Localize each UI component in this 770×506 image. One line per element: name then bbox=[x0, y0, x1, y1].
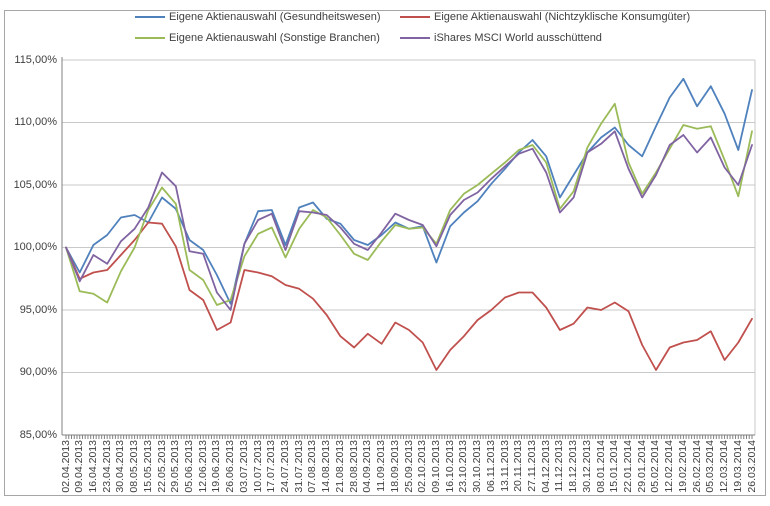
x-axis-label: 26.06.2013 bbox=[224, 440, 237, 493]
y-axis-label: 95,00% bbox=[19, 303, 57, 316]
x-axis-label: 23.04.2013 bbox=[100, 440, 113, 493]
x-axis-label: 04.12.2013 bbox=[539, 440, 552, 493]
series-line-nichtzyklische-konsumgueter bbox=[65, 221, 753, 371]
x-axis-label: 08.05.2013 bbox=[128, 440, 141, 493]
x-axis-label: 10.07.2013 bbox=[251, 440, 264, 493]
x-axis-label: 09.10.2013 bbox=[429, 440, 442, 493]
x-axis-label: 17.07.2013 bbox=[265, 440, 278, 493]
legend-label: iShares MSCI World ausschüttend bbox=[434, 32, 602, 44]
x-axis-label: 29.01.2014 bbox=[635, 440, 648, 493]
x-axis-label: 19.03.2014 bbox=[731, 440, 744, 493]
x-axis-label: 03.07.2013 bbox=[237, 440, 250, 493]
x-axis-label: 24.07.2013 bbox=[279, 440, 292, 493]
x-axis-label: 18.09.2013 bbox=[388, 440, 401, 493]
x-axis-label: 23.10.2013 bbox=[457, 440, 470, 493]
legend-item-gesundheitswesen: Eigene Aktienauswahl (Gesundheitswesen) bbox=[135, 10, 400, 24]
x-axis-label: 20.11.2013 bbox=[512, 440, 525, 492]
legend-item-ishares-msci-world: iShares MSCI World ausschüttend bbox=[400, 31, 755, 45]
legend-label: Eigene Aktienauswahl (Sonstige Branchen) bbox=[169, 32, 380, 44]
x-axis-label: 15.05.2013 bbox=[141, 440, 154, 493]
x-axis-label: 18.12.2013 bbox=[567, 440, 580, 493]
x-axis-label: 14.08.2013 bbox=[320, 440, 333, 493]
legend-item-nichtzyklische-konsumgueter: Eigene Aktienauswahl (Nichtzyklische Kon… bbox=[400, 10, 755, 24]
x-axis-label: 26.03.2014 bbox=[745, 440, 758, 493]
x-axis-label: 28.08.2013 bbox=[347, 440, 360, 493]
y-axis-label: 85,00% bbox=[19, 428, 57, 441]
x-axis-label: 26.02.2014 bbox=[690, 440, 703, 493]
x-axis-label: 07.08.2013 bbox=[306, 440, 319, 493]
x-axis-label: 31.07.2013 bbox=[292, 440, 305, 493]
y-axis-label: 105,00% bbox=[13, 178, 57, 191]
x-axis-label: 19.06.2013 bbox=[210, 440, 223, 493]
x-axis-label: 08.01.2014 bbox=[594, 440, 607, 493]
x-axis-label: 30.12.2013 bbox=[580, 440, 593, 493]
x-axis-label: 12.02.2014 bbox=[663, 440, 676, 493]
x-axis-label: 12.03.2014 bbox=[718, 440, 731, 493]
x-axis-label: 11.09.2013 bbox=[375, 440, 388, 492]
legend-line-swatch-green bbox=[135, 37, 165, 39]
legend-label: Eigene Aktienauswahl (Nichtzyklische Kon… bbox=[434, 11, 691, 23]
x-axis-label: 02.10.2013 bbox=[416, 440, 429, 493]
legend-line-swatch-purple bbox=[400, 37, 430, 39]
x-axis-label: 06.11.2013 bbox=[484, 440, 497, 492]
legend-label: Eigene Aktienauswahl (Gesundheitswesen) bbox=[169, 11, 381, 23]
x-axis-label: 02.04.2013 bbox=[59, 440, 72, 493]
series-line-ishares-msci-world bbox=[65, 130, 753, 311]
series-line-sonstige-branchen bbox=[65, 102, 753, 306]
legend-line-swatch-blue bbox=[135, 16, 165, 18]
x-axis-label: 09.04.2013 bbox=[73, 440, 86, 493]
x-axis-label: 12.06.2013 bbox=[196, 440, 209, 493]
x-axis-label: 30.04.2013 bbox=[114, 440, 127, 493]
x-axis-label: 04.09.2013 bbox=[361, 440, 374, 493]
x-axis-label: 27.11.2013 bbox=[525, 440, 538, 492]
x-axis-label: 30.10.2013 bbox=[471, 440, 484, 493]
x-axis-label: 11.12.2013 bbox=[553, 440, 566, 492]
x-axis-label: 05.02.2014 bbox=[649, 440, 662, 493]
y-axis-label: 100,00% bbox=[13, 241, 57, 253]
y-axis-label: 115,00% bbox=[14, 53, 57, 66]
x-axis-label: 21.08.2013 bbox=[333, 440, 346, 493]
chart-legend: Eigene Aktienauswahl (Gesundheitswesen) … bbox=[135, 10, 755, 45]
x-axis-label: 16.04.2013 bbox=[86, 440, 99, 493]
legend-line-swatch-red bbox=[400, 16, 430, 18]
x-axis-label: 19.02.2014 bbox=[676, 440, 689, 493]
series-line-gesundheitswesen bbox=[65, 77, 753, 305]
x-axis-label: 05.03.2014 bbox=[704, 440, 717, 493]
x-axis-label: 15.01.2014 bbox=[608, 440, 621, 493]
x-axis-label: 25.09.2013 bbox=[402, 440, 415, 493]
y-axis-label: 90,00% bbox=[19, 366, 57, 378]
x-axis-label: 22.05.2013 bbox=[155, 440, 168, 493]
x-axis-label: 29.05.2013 bbox=[169, 440, 182, 493]
legend-item-sonstige-branchen: Eigene Aktienauswahl (Sonstige Branchen) bbox=[135, 31, 400, 45]
x-axis-label: 22.01.2014 bbox=[622, 440, 635, 493]
x-axis-label: 13.11.2013 bbox=[498, 440, 511, 492]
x-axis-label: 05.06.2013 bbox=[182, 440, 195, 493]
x-axis-label: 16.10.2013 bbox=[443, 440, 456, 493]
y-axis-label: 110,00% bbox=[14, 116, 57, 128]
